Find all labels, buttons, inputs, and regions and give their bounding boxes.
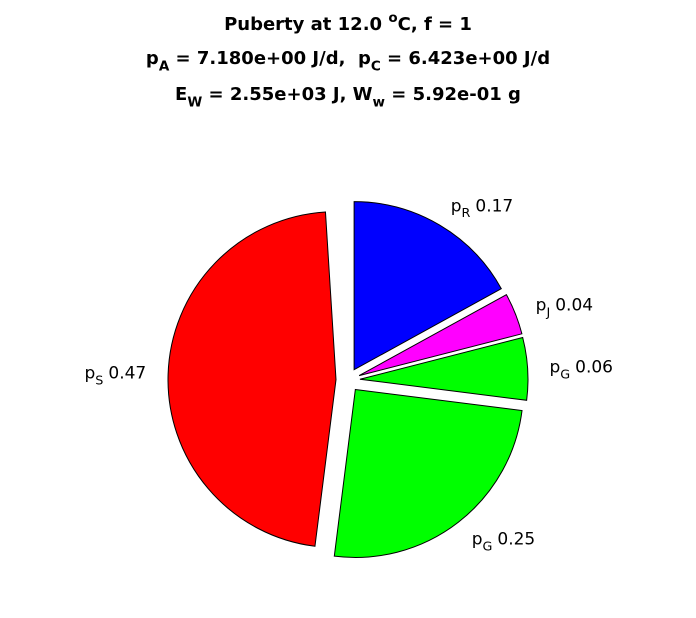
pie-slice: [359, 336, 529, 401]
text-run: W: [187, 94, 202, 110]
pie-slice: [358, 293, 523, 377]
text-run: G: [560, 367, 570, 382]
chart-title: EW = 2.55e+03 J, Ww = 5.92e-01 g: [175, 84, 521, 110]
slice-value: 0.06: [575, 357, 613, 377]
slice-label: pR 0.17: [451, 196, 514, 221]
text-run: = 2.55e+03 J, W: [202, 84, 372, 105]
text-run: R: [462, 206, 471, 221]
text-run: p: [472, 529, 483, 549]
slice-value: 0.25: [497, 529, 535, 549]
text-run: p: [536, 296, 547, 316]
slice-value: 0.17: [475, 196, 513, 216]
text-run: p: [85, 364, 96, 384]
text-run: = 5.92e-01 g: [385, 84, 521, 105]
text-run: w: [373, 94, 385, 110]
pie-slice: [353, 201, 503, 371]
text-run: p: [549, 357, 560, 377]
slice-label: pG 0.06: [549, 357, 613, 382]
slice-label: pS 0.47: [85, 364, 147, 389]
text-run: A: [159, 58, 170, 74]
text-run: p: [146, 48, 159, 69]
chart-title: Puberty at 12.0 oC, f = 1: [224, 10, 472, 35]
slice-value: 0.04: [555, 296, 593, 316]
text-run: J: [545, 306, 550, 321]
text-run: C, f = 1: [398, 14, 472, 35]
text-run: = 7.180e+00 J/d, p: [169, 48, 371, 69]
pie-slice: [333, 388, 523, 558]
text-run: = 6.423e+00 J/d: [381, 48, 550, 69]
slice-label: pG 0.25: [472, 529, 536, 554]
text-run: Puberty at 12.0: [224, 14, 388, 35]
slice-value: 0.47: [108, 364, 146, 384]
text-run: E: [175, 84, 187, 105]
pie-slice: [167, 211, 337, 547]
text-run: S: [95, 374, 103, 389]
text-run: o: [388, 10, 397, 26]
text-run: p: [451, 196, 462, 216]
slice-label: pJ 0.04: [536, 296, 593, 321]
text-run: C: [371, 58, 381, 74]
text-run: G: [483, 539, 493, 554]
chart-title: pA = 7.180e+00 J/d, pC = 6.423e+00 J/d: [146, 48, 550, 74]
